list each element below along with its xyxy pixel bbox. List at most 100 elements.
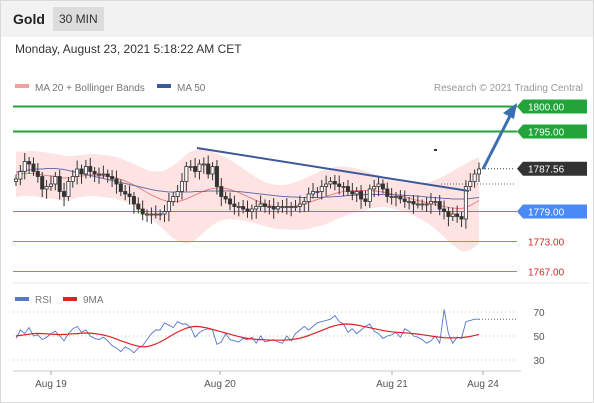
level-tag-1795.00 [517, 124, 587, 139]
x-tick-label: Aug 24 [467, 379, 499, 390]
legend-rsi-swatch [15, 297, 29, 301]
candle [267, 200, 272, 215]
legend-ma50-swatch [157, 84, 171, 88]
candle [249, 204, 254, 220]
candle [472, 169, 477, 188]
candle [262, 199, 267, 213]
candle [149, 207, 154, 224]
candle [13, 174, 18, 186]
candle [398, 190, 403, 204]
candle [88, 158, 93, 178]
timeframe-badge[interactable]: 30 MIN [53, 7, 104, 31]
candle [44, 180, 49, 199]
candle [219, 178, 224, 207]
candle [402, 190, 407, 208]
level-label-1795.00: 1795.00 [528, 128, 565, 139]
candle [136, 197, 141, 214]
x-tick-label: Aug 21 [376, 379, 408, 390]
candle [83, 160, 88, 179]
candle [442, 200, 447, 220]
candle [40, 172, 45, 197]
candle [289, 202, 294, 217]
candle [428, 193, 433, 214]
candle [236, 202, 241, 217]
candle [415, 195, 420, 209]
forecast-arrow-line [481, 113, 513, 170]
candle [110, 170, 115, 187]
candle [319, 180, 324, 200]
candle [31, 157, 36, 176]
chart-datetime: Monday, August 23, 2021 5:18:22 AM CET [15, 42, 242, 56]
candle [380, 179, 385, 194]
candle [193, 158, 198, 178]
candle [188, 160, 193, 171]
candle [463, 180, 468, 229]
candle [345, 180, 350, 196]
level-tag-1800.00 [517, 99, 587, 114]
rsi-tick-30: 30 [533, 356, 545, 367]
candle [140, 200, 145, 221]
candle [96, 167, 101, 184]
candle [48, 175, 53, 191]
level-label-1767.00: 1767.00 [528, 268, 565, 279]
candle [302, 197, 307, 212]
candle [79, 164, 84, 184]
candle [376, 175, 381, 197]
candle [131, 192, 136, 214]
candle [433, 197, 438, 206]
candle [123, 185, 128, 201]
candle [197, 159, 202, 180]
candle [27, 157, 32, 174]
level-label-1800.00: 1800.00 [528, 103, 565, 114]
candle [367, 184, 372, 208]
candle [171, 192, 176, 206]
legend-ma50-label: MA 50 [177, 83, 206, 94]
candle [53, 172, 58, 191]
level-label-1773.00: 1773.00 [528, 238, 565, 249]
header-bar: Gold 30 MIN [1, 1, 593, 37]
legend-ma-bb-swatch [15, 84, 29, 88]
candle [446, 207, 451, 227]
candle [407, 197, 412, 210]
candle [101, 165, 106, 179]
level-tag-1779.00 [517, 204, 587, 219]
candle [341, 182, 346, 197]
candle [118, 179, 123, 196]
candle [258, 195, 263, 211]
candle [363, 190, 368, 206]
candles-layer [13, 153, 481, 229]
legend-ma-bb-label: MA 20 + Bollinger Bands [35, 83, 145, 94]
candle [245, 200, 250, 218]
candle [241, 200, 246, 214]
candle [293, 200, 298, 211]
resistance-trendline [196, 147, 470, 192]
chart-marker-dot [434, 149, 437, 151]
candle [332, 175, 337, 191]
level-label-1779.00: 1779.00 [528, 208, 565, 219]
candle [18, 165, 23, 186]
candle [57, 170, 62, 200]
level-label-1787.56: 1787.56 [528, 165, 565, 176]
rsi-series-9ma [15, 323, 480, 348]
candle [127, 185, 132, 205]
candle [228, 192, 233, 211]
candle [184, 162, 189, 192]
candle [145, 209, 150, 222]
candle [166, 193, 171, 222]
candle [254, 200, 259, 219]
candle [354, 187, 359, 202]
x-tick-label: Aug 19 [35, 379, 67, 390]
candle [455, 205, 460, 223]
candle [75, 160, 80, 185]
candle [424, 197, 429, 212]
candle [337, 175, 342, 195]
candle [324, 175, 329, 197]
candle [394, 192, 399, 207]
forecast-arrowhead [503, 103, 517, 119]
candle [411, 195, 416, 214]
level-tag-1787.56 [517, 161, 587, 176]
ma50-line [15, 168, 480, 200]
candle [468, 173, 473, 191]
